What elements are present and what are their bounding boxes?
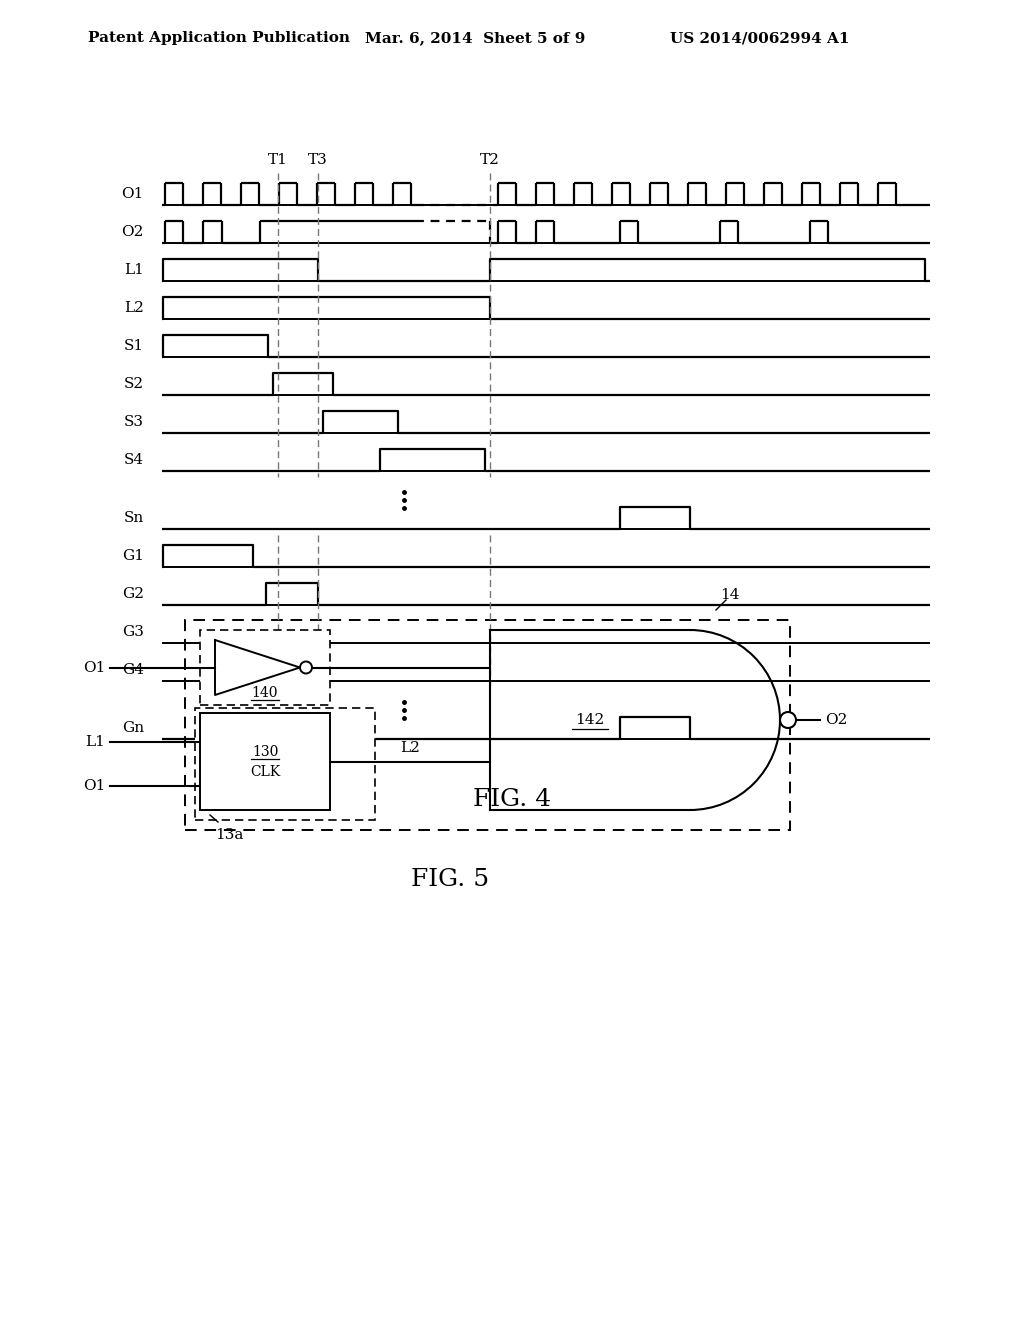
- Text: Mar. 6, 2014  Sheet 5 of 9: Mar. 6, 2014 Sheet 5 of 9: [365, 30, 586, 45]
- Text: Patent Application Publication: Patent Application Publication: [88, 30, 350, 45]
- Circle shape: [780, 711, 796, 729]
- Text: G4: G4: [122, 663, 144, 677]
- Circle shape: [300, 661, 312, 673]
- Text: CLK: CLK: [250, 764, 281, 779]
- Text: 13a: 13a: [215, 828, 244, 842]
- FancyBboxPatch shape: [185, 620, 790, 830]
- Text: G1: G1: [122, 549, 144, 564]
- FancyBboxPatch shape: [200, 713, 330, 810]
- Text: S1: S1: [124, 339, 144, 352]
- Text: S4: S4: [124, 453, 144, 467]
- Text: S2: S2: [124, 378, 144, 391]
- Text: Sn: Sn: [124, 511, 144, 525]
- Text: O2: O2: [122, 224, 144, 239]
- Text: US 2014/0062994 A1: US 2014/0062994 A1: [670, 30, 850, 45]
- Text: L2: L2: [400, 741, 420, 755]
- Text: Gn: Gn: [122, 721, 144, 735]
- Text: 14: 14: [720, 587, 739, 602]
- Text: T2: T2: [480, 153, 500, 168]
- Text: FIG. 5: FIG. 5: [411, 869, 489, 891]
- Text: L1: L1: [85, 735, 105, 750]
- Text: O1: O1: [83, 779, 105, 793]
- FancyBboxPatch shape: [200, 630, 330, 705]
- Text: 140: 140: [252, 686, 279, 700]
- Text: O1: O1: [122, 187, 144, 201]
- Text: 130: 130: [252, 744, 279, 759]
- Text: G2: G2: [122, 587, 144, 601]
- Text: O2: O2: [825, 713, 848, 727]
- Text: L1: L1: [124, 263, 144, 277]
- Text: 142: 142: [575, 713, 604, 727]
- Text: L2: L2: [124, 301, 144, 315]
- Text: FIG. 4: FIG. 4: [473, 788, 551, 810]
- Text: T1: T1: [268, 153, 288, 168]
- FancyBboxPatch shape: [195, 708, 375, 820]
- Text: O1: O1: [83, 660, 105, 675]
- Text: S3: S3: [124, 414, 144, 429]
- Text: T3: T3: [308, 153, 328, 168]
- Text: G3: G3: [122, 624, 144, 639]
